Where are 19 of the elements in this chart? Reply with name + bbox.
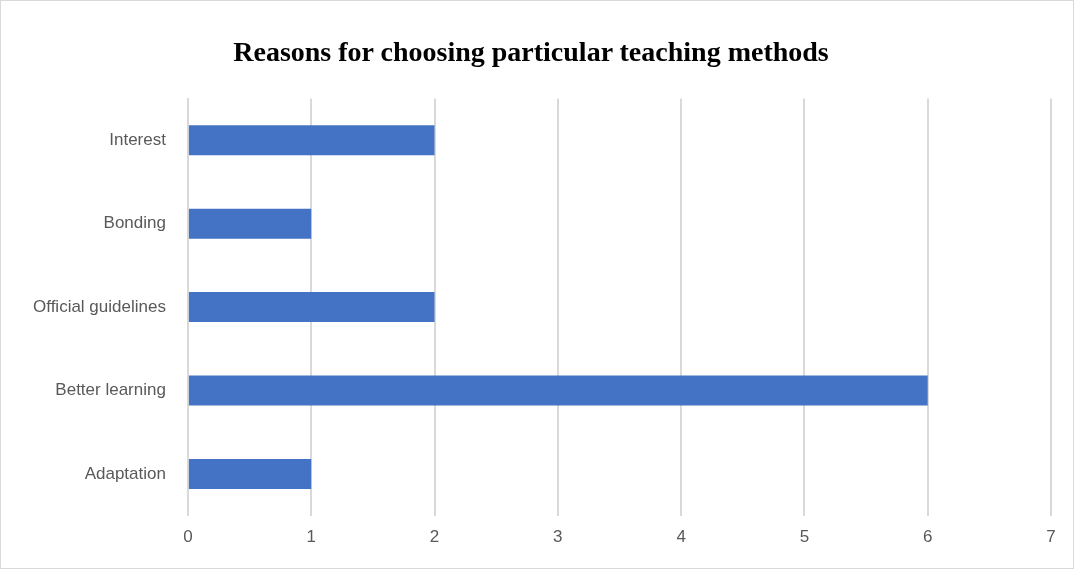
- bar: [188, 292, 435, 323]
- x-tick-label: 0: [183, 527, 193, 547]
- x-tick-label: 4: [676, 527, 686, 547]
- y-tick-label: Bonding: [103, 213, 166, 233]
- chart-title: Reasons for choosing particular teaching methods: [233, 36, 829, 68]
- y-tick-label: Better learning: [55, 380, 166, 400]
- y-tick-label: Adaptation: [84, 463, 166, 483]
- bar: [188, 375, 928, 406]
- x-tick-label: 5: [799, 527, 810, 547]
- bar: [188, 208, 312, 239]
- x-tick-label: 3: [553, 527, 563, 547]
- x-tick-label: 1: [306, 527, 316, 547]
- bar: [188, 458, 312, 489]
- y-tick-label: Interest: [109, 129, 167, 149]
- x-tick-label: 6: [922, 527, 933, 547]
- y-tick-label: Official guidelines: [32, 296, 166, 316]
- x-tick-label: 7: [1046, 527, 1056, 547]
- bar: [188, 125, 435, 156]
- x-tick-label: 2: [429, 527, 440, 547]
